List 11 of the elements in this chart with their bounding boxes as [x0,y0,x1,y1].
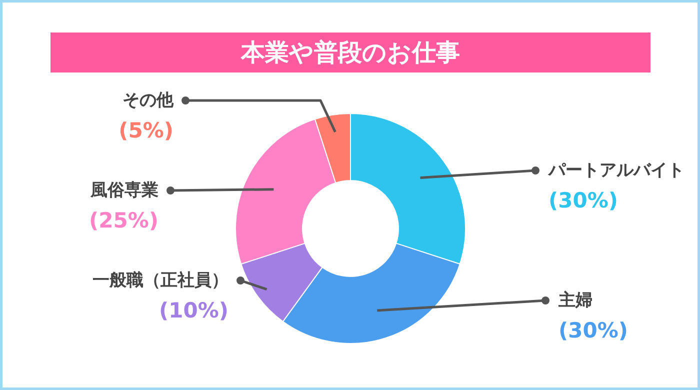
slice-label: 一般職（正社員） [92,270,228,290]
data-label: (10%) [159,298,229,322]
slice-label: その他 [122,90,174,110]
slice-label: パートアルバイト [548,160,684,180]
slice-label: 風俗専業 [90,180,158,200]
chart-title: 本業や普段のお仕事 [240,38,460,66]
data-label: (30%) [558,318,628,342]
data-label: (5%) [118,118,174,142]
slice-label: 主婦 [558,290,592,310]
data-label: (30%) [548,188,618,212]
data-label: (25%) [89,208,159,232]
